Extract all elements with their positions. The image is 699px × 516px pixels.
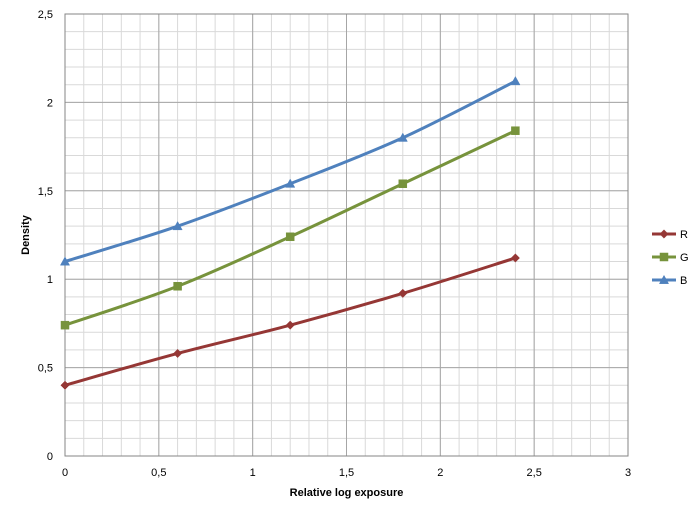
data-point-r xyxy=(510,253,520,263)
data-point-b xyxy=(172,221,183,231)
legend-item-b: B xyxy=(652,274,687,287)
legend-marker xyxy=(659,252,669,262)
y-tick-label: 1,5 xyxy=(38,186,53,198)
x-tick-label: 0,5 xyxy=(151,467,166,479)
data-point-r xyxy=(285,320,295,330)
data-point-b xyxy=(397,132,408,142)
data-point-b xyxy=(59,256,71,266)
x-tick-label: 1 xyxy=(250,467,256,479)
legend-marker xyxy=(658,274,670,284)
legend-marker xyxy=(659,229,669,239)
legend-label: R xyxy=(680,229,688,241)
legend-item-r: R xyxy=(652,229,688,241)
series-g xyxy=(60,126,520,330)
y-axis-tick-labels: 0 0,5 1 1,5 2 2,5 xyxy=(38,9,53,463)
y-tick-label: 1 xyxy=(47,274,53,286)
x-tick-label: 0 xyxy=(62,467,68,479)
y-tick-label: 0 xyxy=(47,451,53,463)
data-point-g xyxy=(398,179,408,188)
series-r xyxy=(60,253,520,390)
x-tick-label: 3 xyxy=(625,467,631,479)
data-point-r xyxy=(60,380,70,390)
x-tick-label: 2 xyxy=(437,467,443,479)
data-point-g xyxy=(173,282,182,291)
y-tick-label: 0,5 xyxy=(38,363,53,375)
data-point-b xyxy=(285,178,296,188)
legend-label: G xyxy=(680,252,689,264)
y-axis-title: Density xyxy=(20,214,32,255)
legend-label: B xyxy=(680,275,687,287)
legend-item-g: G xyxy=(652,252,689,264)
data-point-b xyxy=(510,76,521,86)
plot-area-frame xyxy=(64,13,629,457)
series-b xyxy=(59,76,521,266)
data-point-g xyxy=(285,232,295,242)
data-point-g xyxy=(60,320,70,330)
x-tick-label: 1,5 xyxy=(339,467,354,479)
y-tick-label: 2 xyxy=(47,97,53,109)
x-axis-title: Relative log exposure xyxy=(290,487,404,499)
y-tick-label: 2,5 xyxy=(38,9,53,21)
series-layer xyxy=(59,76,521,390)
x-tick-label: 2,5 xyxy=(527,467,542,479)
legend: RGB xyxy=(652,229,689,287)
x-axis-tick-labels: 0 0,5 1 1,5 2 2,5 3 xyxy=(62,467,631,479)
data-point-r xyxy=(173,348,183,359)
data-point-r xyxy=(398,288,408,298)
data-point-g xyxy=(511,126,520,135)
